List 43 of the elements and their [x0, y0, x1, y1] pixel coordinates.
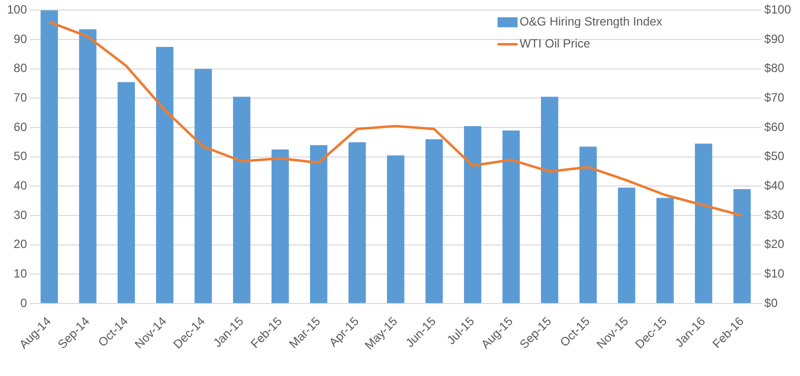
bar [156, 46, 174, 304]
bar [272, 150, 289, 304]
bar [656, 198, 674, 304]
bar [540, 96, 558, 304]
y-tick-label: 50 [14, 149, 28, 164]
y2-tick-label: $0 [764, 296, 778, 310]
bar [618, 188, 636, 304]
y2-tick-label: $30 [764, 208, 785, 222]
y2-tick-label: $10 [764, 266, 785, 281]
y2-tick-label: $20 [764, 237, 785, 252]
legend-label: O&G Hiring Strength Index [520, 14, 662, 29]
bar [233, 96, 250, 304]
y2-tick-label: $70 [764, 90, 785, 105]
bar [194, 68, 212, 304]
y-tick-label: 100 [6, 2, 28, 17]
y-tick-label: 90 [14, 32, 28, 46]
y-tick-label: 0 [20, 296, 28, 310]
y2-tick-label: $90 [764, 32, 785, 46]
y2-tick-label: $40 [764, 178, 785, 193]
bar [464, 126, 482, 304]
bar [425, 139, 443, 304]
y-tick-label: 30 [14, 208, 28, 222]
y-tick-label: 80 [14, 61, 28, 76]
bar [310, 145, 328, 304]
y2-tick-label: $60 [764, 120, 785, 134]
y-tick-label: 70 [14, 90, 28, 105]
bar [733, 189, 751, 304]
bar [502, 130, 520, 304]
bar [387, 155, 404, 304]
bar [40, 10, 58, 304]
y2-tick-label: $50 [764, 149, 785, 164]
bar [348, 142, 366, 304]
y2-tick-label: $100 [764, 2, 792, 17]
y-tick-label: 20 [14, 237, 28, 252]
bar [79, 29, 96, 304]
y-tick-label: 10 [14, 266, 28, 281]
y-tick-label: 60 [14, 120, 28, 134]
bar [118, 82, 135, 304]
bar [579, 146, 597, 304]
bar [694, 144, 712, 304]
y-tick-label: 40 [14, 178, 28, 193]
y2-tick-label: $80 [764, 61, 785, 76]
legend-label: WTI Oil Price [520, 36, 591, 51]
